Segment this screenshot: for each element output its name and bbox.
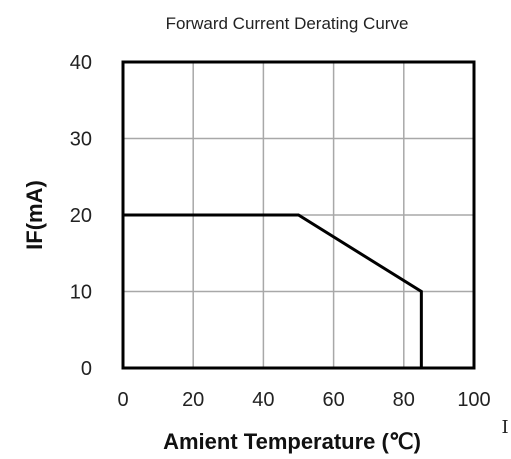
series-line-0 xyxy=(123,213,423,368)
x-axis-label: Amient Temperature (℃) xyxy=(163,429,421,454)
x-tick-label-2: 40 xyxy=(252,389,274,411)
y-tick-label-3: 30 xyxy=(70,129,92,151)
x-tick-label-3: 60 xyxy=(322,389,344,411)
x-tick-label-4: 80 xyxy=(393,389,415,411)
series-layer xyxy=(123,213,423,368)
plot-frame xyxy=(121,60,476,370)
side-mark: I xyxy=(501,417,508,438)
y-tick-label-1: 10 xyxy=(70,282,92,304)
x-tick-label-0: 0 xyxy=(117,389,128,411)
tick-layer: 0 20 40 60 80 100 0 10 20 30 40 xyxy=(70,52,491,411)
y-tick-label-2: 20 xyxy=(70,205,92,227)
y-axis-label: IF(mA) xyxy=(22,180,47,250)
y-tick-label-0: 0 xyxy=(81,358,92,380)
y-tick-label-4: 40 xyxy=(70,52,92,74)
x-tick-label-5: 100 xyxy=(457,389,490,411)
x-tick-label-1: 20 xyxy=(182,389,204,411)
chart-title: Forward Current Derating Curve xyxy=(166,14,409,33)
